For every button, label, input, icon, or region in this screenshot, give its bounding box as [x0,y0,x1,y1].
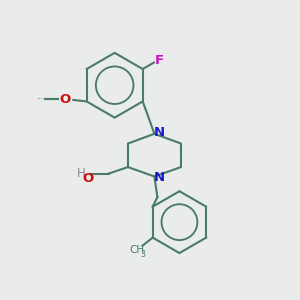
Text: O: O [82,172,94,185]
Text: O: O [59,93,70,106]
Text: 3: 3 [140,250,145,259]
Text: CH₃: CH₃ [39,98,41,99]
Text: F: F [154,54,164,67]
Text: CH: CH [130,245,145,255]
Text: N: N [154,126,165,139]
Text: N: N [154,171,165,184]
Text: methoxy: methoxy [38,98,44,99]
Text: H: H [77,167,86,180]
